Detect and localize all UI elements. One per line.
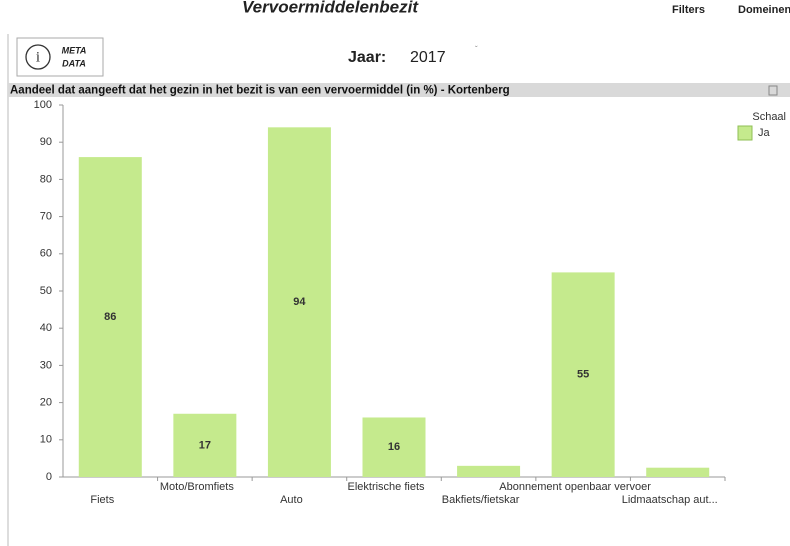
button-label: DATA [62, 58, 86, 68]
x-tick-label: Auto [280, 494, 303, 506]
chart-header [8, 83, 790, 97]
y-tick-label: 40 [40, 322, 52, 334]
bar [78, 157, 142, 477]
bar [173, 413, 237, 477]
y-tick-label: 100 [34, 99, 52, 111]
y-tick-label: 90 [40, 136, 52, 148]
button-label: META [62, 45, 87, 55]
legend-title: Schaal [752, 111, 786, 123]
y-tick-label: 50 [40, 285, 52, 297]
info-icon [25, 44, 51, 70]
bar [267, 127, 331, 477]
x-tick-label: Abonnement openbaar vervoer [499, 481, 651, 493]
y-tick-label: 30 [40, 359, 52, 371]
data-label: 55 [577, 369, 589, 381]
year-value[interactable]: 2017 [410, 49, 446, 66]
bar [646, 467, 710, 477]
year-label: Jaar: [348, 49, 386, 66]
bar [551, 272, 615, 477]
info-icon-letter: i [36, 49, 40, 65]
data-label: 17 [199, 439, 211, 451]
data-label: 86 [104, 311, 116, 323]
legend-label: Ja [758, 127, 771, 139]
bar [362, 417, 426, 477]
bar [457, 465, 521, 477]
x-tick-label: Bakfiets/fietskar [442, 494, 520, 506]
button-frame [16, 37, 104, 77]
menu-item[interactable]: Filters [672, 4, 705, 16]
data-label: 16 [388, 441, 400, 453]
x-tick-label: Fiets [90, 494, 114, 506]
y-tick-label: 80 [40, 173, 52, 185]
y-tick-label: 10 [40, 434, 52, 446]
y-tick-label: 70 [40, 211, 52, 223]
y-tick-label: 20 [40, 397, 52, 409]
y-tick-label: 60 [40, 248, 52, 260]
page-title: Vervoermiddelenbezit [242, 0, 419, 16]
clear-icon[interactable] [768, 85, 778, 96]
legend-swatch [737, 125, 753, 141]
data-label: 94 [293, 296, 306, 308]
x-tick-label: Lidmaatschap aut... [622, 494, 718, 506]
x-tick-label: Elektrische fiets [347, 481, 425, 493]
dropdown-arrow[interactable]: ˇ [475, 45, 478, 54]
chart-title: Aandeel dat aangeeft dat het gezin in he… [10, 85, 510, 97]
meta-button[interactable]: i META DATA [16, 37, 104, 77]
y-tick-label: 0 [46, 471, 52, 483]
x-tick-label: Moto/Bromfiets [160, 481, 234, 493]
menu-item[interactable]: Domeinen [738, 4, 790, 16]
